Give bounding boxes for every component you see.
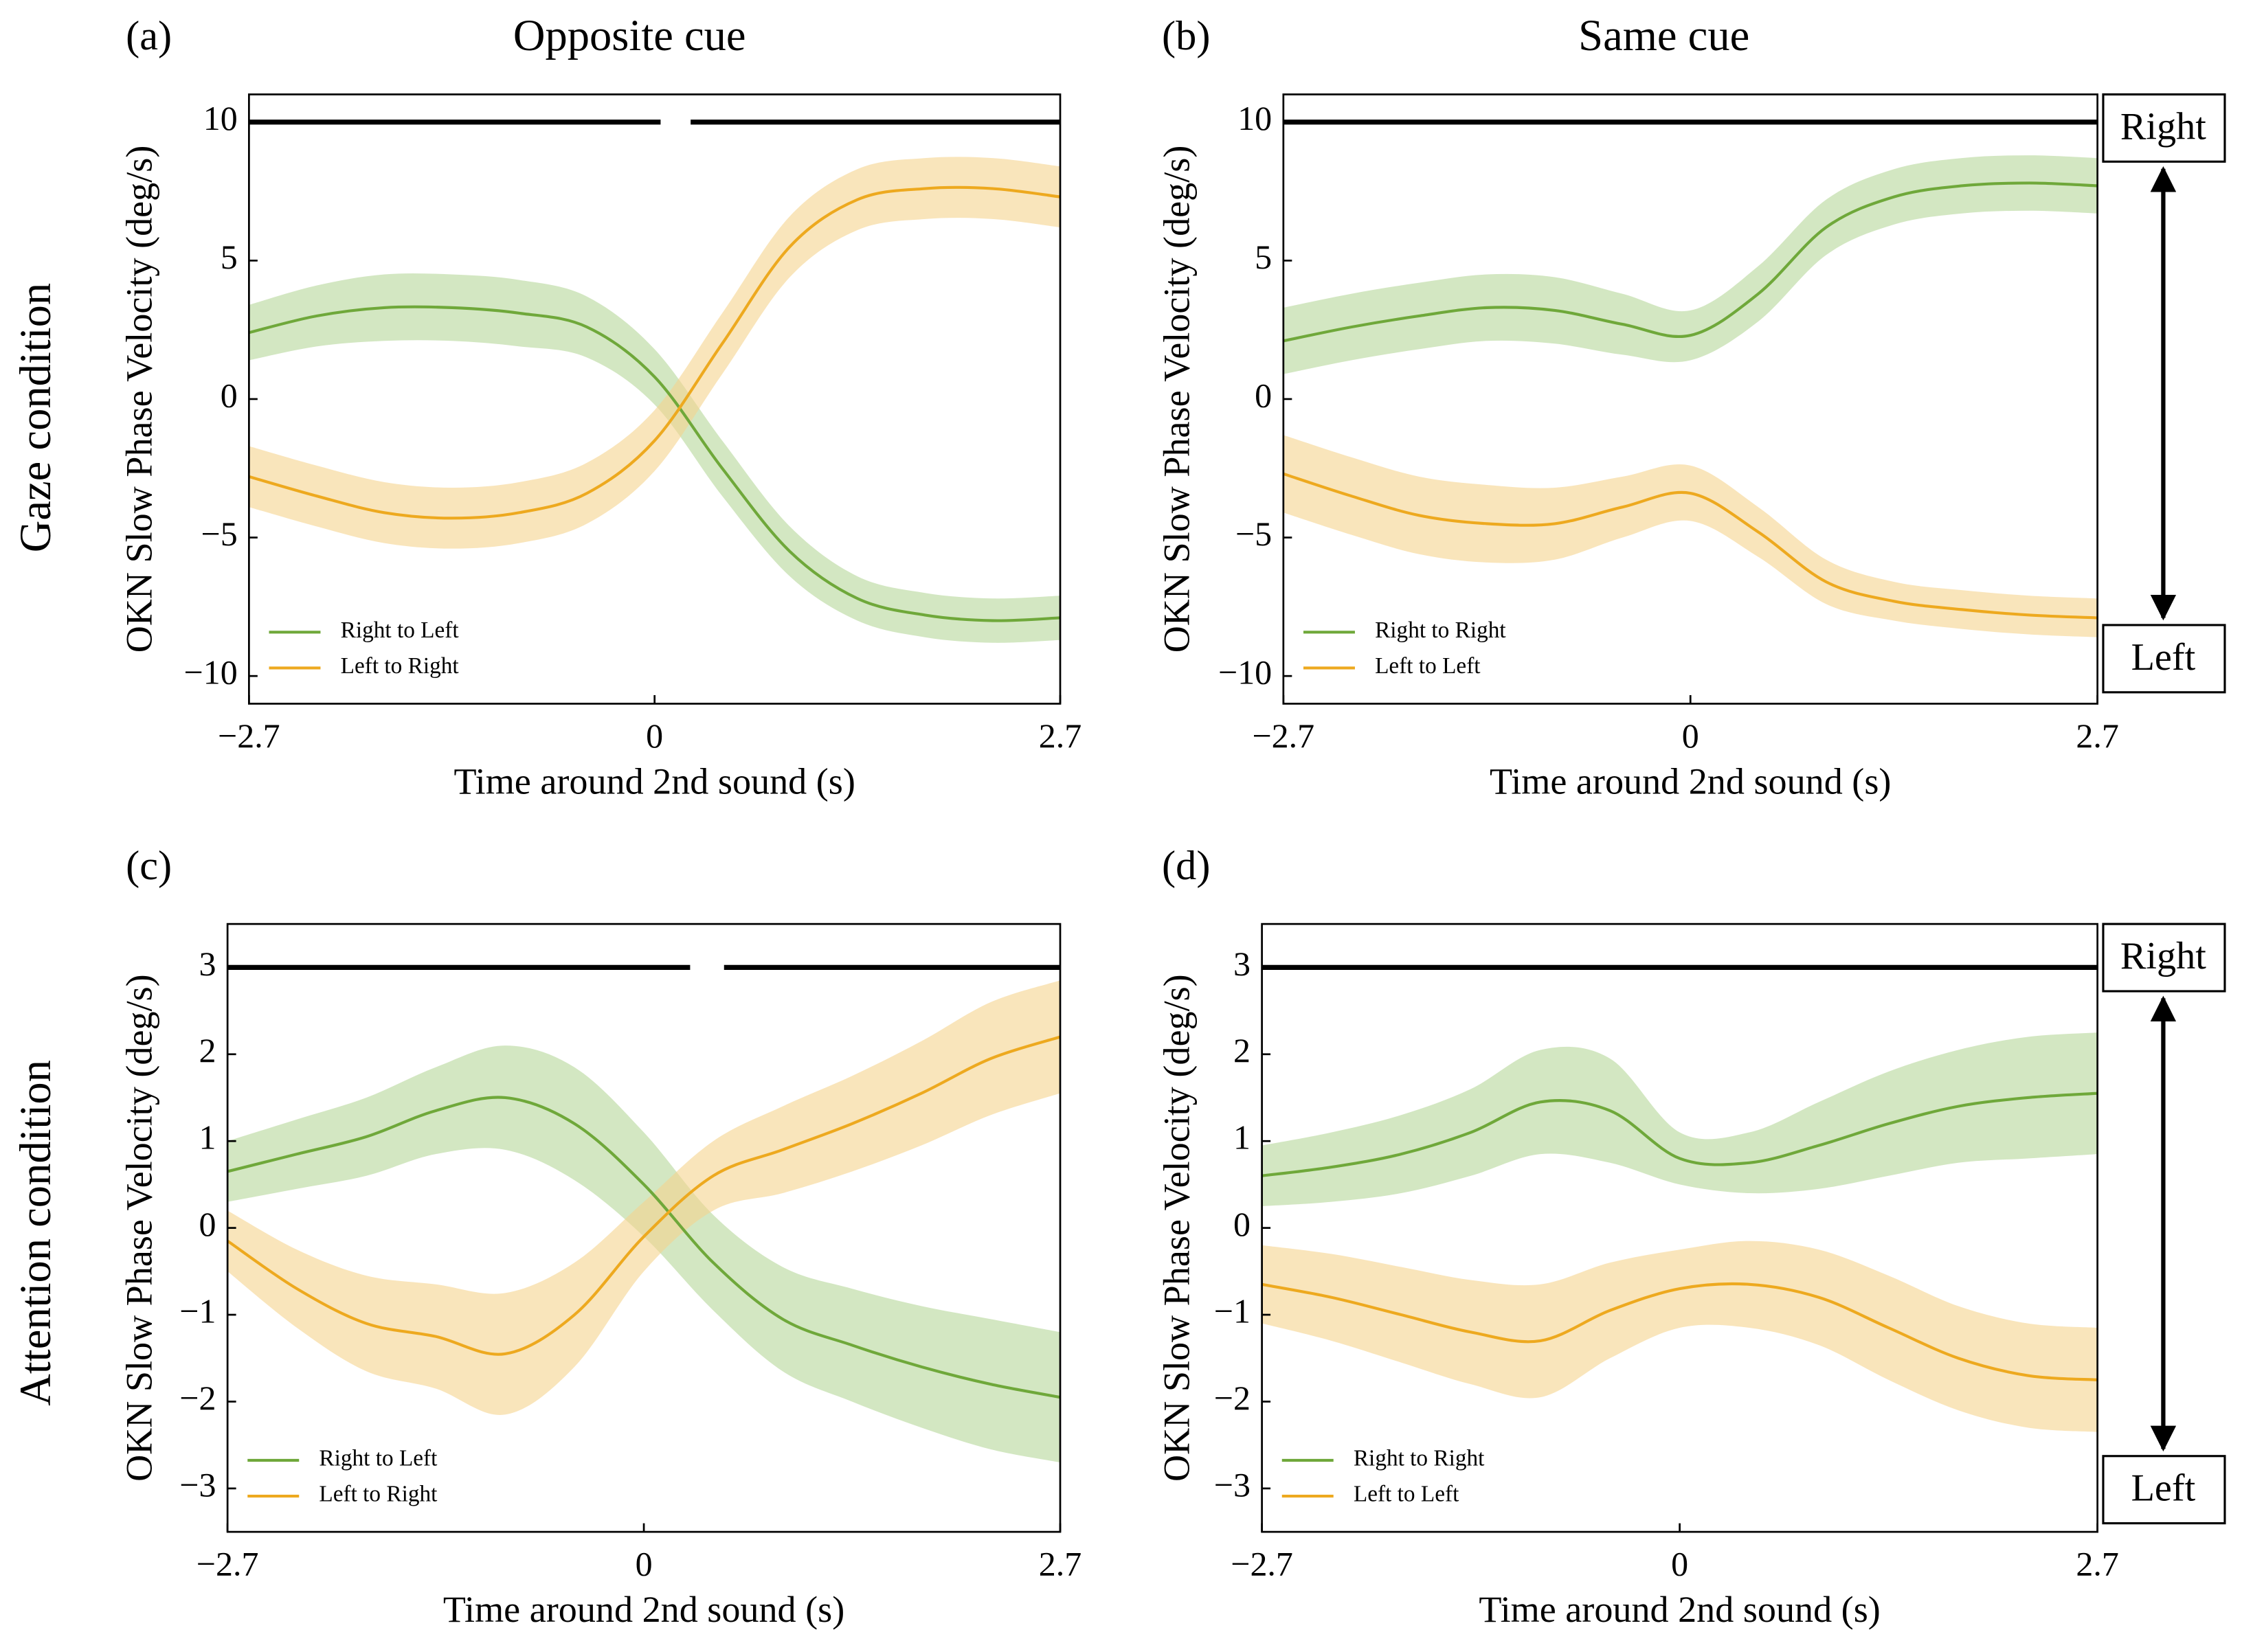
legend-label: Right to Left — [319, 1446, 438, 1471]
direction-label: Left — [2131, 636, 2196, 679]
y-tick-label: 5 — [221, 238, 238, 276]
confidence-band — [249, 273, 1061, 643]
series-line — [226, 1035, 1061, 1356]
y-tick-label: 3 — [1233, 944, 1251, 983]
legend-label: Left to Left — [1354, 1482, 1459, 1507]
series-line — [248, 185, 1061, 520]
legend-label: Left to Right — [341, 653, 460, 679]
confidence-band — [1283, 435, 2098, 637]
direction-box — [2102, 1455, 2226, 1525]
y-tick-label: −10 — [184, 653, 238, 692]
panel-label: (d) — [1162, 843, 1210, 889]
y-tick-label: 3 — [199, 944, 216, 983]
x-axis-label: Time around 2nd sound (s) — [443, 1589, 844, 1630]
y-tick-label: 1 — [199, 1118, 216, 1157]
panel-label: (c) — [126, 843, 172, 889]
x-tick-label: −2.7 — [1231, 1545, 1293, 1583]
series-line — [1283, 181, 2098, 343]
direction-box — [2102, 93, 2226, 163]
panel-label: (b) — [1162, 13, 1210, 59]
direction-key: Right Left Right Left — [2102, 93, 2226, 1525]
y-tick-label: 0 — [1233, 1205, 1251, 1243]
x-tick-label: −2.7 — [218, 716, 280, 755]
panel-label: (a) — [126, 13, 172, 59]
y-tick-label: −3 — [1214, 1465, 1251, 1504]
legend-label: Right to Right — [1354, 1446, 1485, 1471]
y-tick-label: 10 — [203, 99, 238, 137]
row-label: Attention condition — [10, 1060, 60, 1406]
series-line — [248, 305, 1061, 622]
y-tick-label: −1 — [179, 1292, 216, 1331]
panel: (c) OKN Slow Phase Velocity (deg/s) Time a… — [119, 843, 1082, 1630]
x-tick-label: −2.7 — [197, 1545, 259, 1583]
y-axis-label: OKN Slow Phase Velocity (deg/s) — [1156, 974, 1197, 1482]
direction-label: Left — [2131, 1467, 2196, 1510]
panel-title: Opposite cue — [513, 10, 746, 60]
plot-frame — [1261, 923, 2098, 1533]
x-tick-label: 2.7 — [1039, 716, 1081, 755]
legend-label: Left to Right — [319, 1482, 438, 1507]
y-tick-label: 1 — [1233, 1118, 1251, 1157]
direction-label: Right — [2120, 105, 2206, 148]
y-tick-label: −2 — [179, 1379, 216, 1417]
series-line — [227, 1096, 1061, 1399]
confidence-band — [1262, 1241, 2098, 1432]
confidence-band — [1283, 155, 2098, 374]
confidence-band — [227, 1045, 1061, 1462]
y-axis-label: OKN Slow Phase Velocity (deg/s) — [119, 974, 160, 1482]
confidence-band — [1262, 1032, 2098, 1207]
x-tick-label: 2.7 — [2076, 1545, 2118, 1583]
x-axis-label: Time around 2nd sound (s) — [1490, 761, 1891, 802]
x-tick-label: −2.7 — [1253, 716, 1315, 755]
y-tick-label: −3 — [179, 1465, 216, 1504]
y-tick-label: 0 — [221, 376, 238, 414]
legend-label: Right to Left — [341, 618, 460, 643]
y-tick-label: 0 — [1255, 376, 1272, 414]
y-tick-label: −5 — [201, 514, 238, 553]
series-line — [1262, 1091, 2098, 1177]
x-tick-label: 0 — [1682, 716, 1699, 755]
y-tick-label: −1 — [1214, 1292, 1251, 1331]
x-axis-label: Time around 2nd sound (s) — [1479, 1589, 1880, 1630]
legend-label: Right to Right — [1375, 618, 1506, 643]
x-axis-label: Time around 2nd sound (s) — [454, 761, 855, 802]
x-tick-label: 0 — [636, 1545, 653, 1583]
y-tick-label: 2 — [199, 1031, 216, 1070]
y-tick-label: −5 — [1235, 514, 1272, 553]
y-tick-label: 5 — [1255, 238, 1272, 276]
x-tick-label: 2.7 — [1039, 1545, 1081, 1583]
direction-box — [2102, 923, 2226, 993]
y-tick-label: −2 — [1214, 1379, 1251, 1417]
series-line — [1262, 1282, 2098, 1381]
direction-box — [2102, 624, 2226, 694]
y-tick-label: 10 — [1237, 99, 1272, 137]
y-tick-label: 0 — [199, 1205, 216, 1243]
panel: (d) OKN Slow Phase Velocity (deg/s) Time a… — [1156, 843, 2119, 1630]
panel: (a) Opposite cue OKN Slow Phase Velocity (… — [119, 10, 1082, 802]
x-tick-label: 0 — [1671, 1545, 1688, 1583]
y-axis-label: OKN Slow Phase Velocity (deg/s) — [1156, 146, 1197, 653]
x-tick-label: 0 — [646, 716, 663, 755]
x-tick-label: 2.7 — [2076, 716, 2118, 755]
y-axis-label: OKN Slow Phase Velocity (deg/s) — [119, 146, 160, 653]
y-tick-label: −10 — [1218, 653, 1272, 692]
confidence-band — [227, 980, 1061, 1415]
legend-label: Left to Left — [1375, 653, 1481, 679]
panel-title: Same cue — [1578, 10, 1749, 60]
row-label: Gaze condition — [10, 283, 60, 552]
panel: (b) Same cue OKN Slow Phase Velocity (deg/… — [1156, 10, 2119, 802]
direction-label: Right — [2120, 935, 2206, 977]
series-line — [1283, 472, 2098, 620]
confidence-band — [249, 157, 1061, 549]
y-tick-label: 2 — [1233, 1031, 1251, 1070]
